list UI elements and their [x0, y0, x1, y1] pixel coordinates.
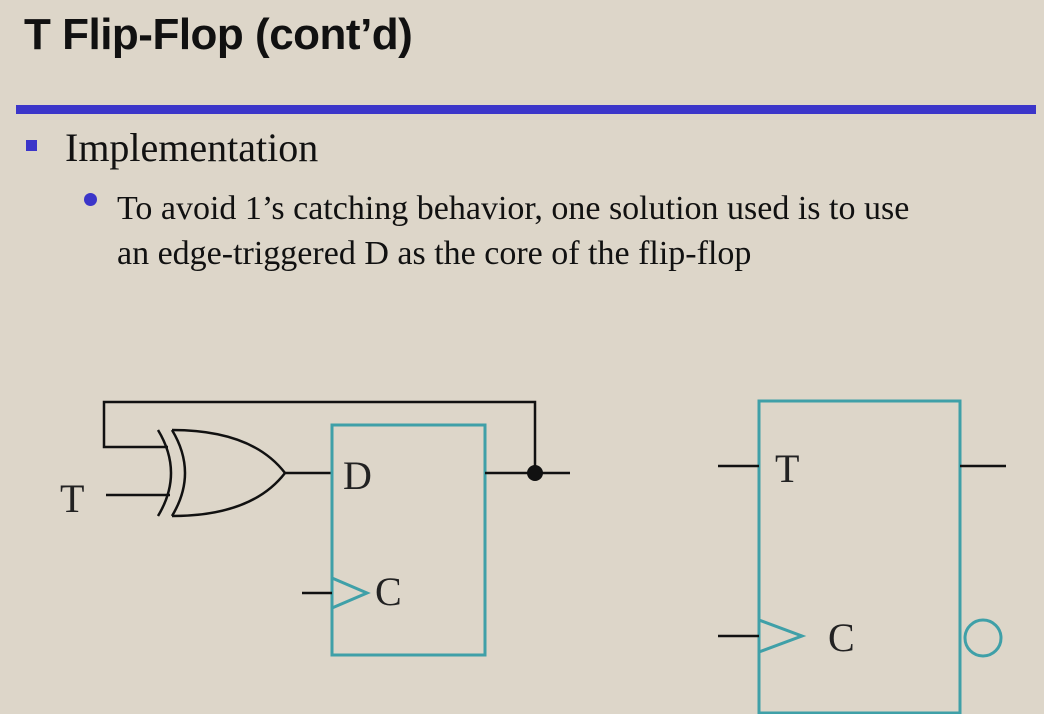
t-flip-flop-symbol: T C [718, 399, 1006, 714]
d-clock-triangle-icon [331, 576, 371, 610]
description-line-2: an edge-triggered D as the core of the f… [117, 235, 752, 272]
feedback-wire [102, 400, 537, 473]
t-input-label: T [60, 476, 84, 521]
xor-gate [156, 428, 287, 518]
d-input-label: D [343, 453, 372, 498]
t-symbol-box [757, 399, 962, 714]
implementation-circuit: T D C [60, 400, 570, 657]
inverted-output-bubble-icon [963, 618, 1003, 658]
bullet-implementation: Implementation [65, 125, 319, 170]
description-line-1: To avoid 1’s catching behavior, one solu… [117, 190, 910, 227]
bullet-description: To avoid 1’s catching behavior, one solu… [117, 186, 1037, 276]
t-symbol-t-label: T [775, 446, 799, 491]
d-flip-flop-box [330, 423, 487, 657]
junction-dot-icon [527, 465, 543, 481]
square-bullet-icon [26, 140, 37, 151]
t-symbol-clock-triangle-icon [758, 618, 807, 654]
d-clock-label: C [375, 569, 402, 614]
t-symbol-clock-label: C [828, 615, 855, 660]
round-bullet-icon [84, 193, 97, 206]
title-divider [16, 105, 1036, 114]
slide-title: T Flip-Flop (cont’d) [24, 10, 413, 59]
